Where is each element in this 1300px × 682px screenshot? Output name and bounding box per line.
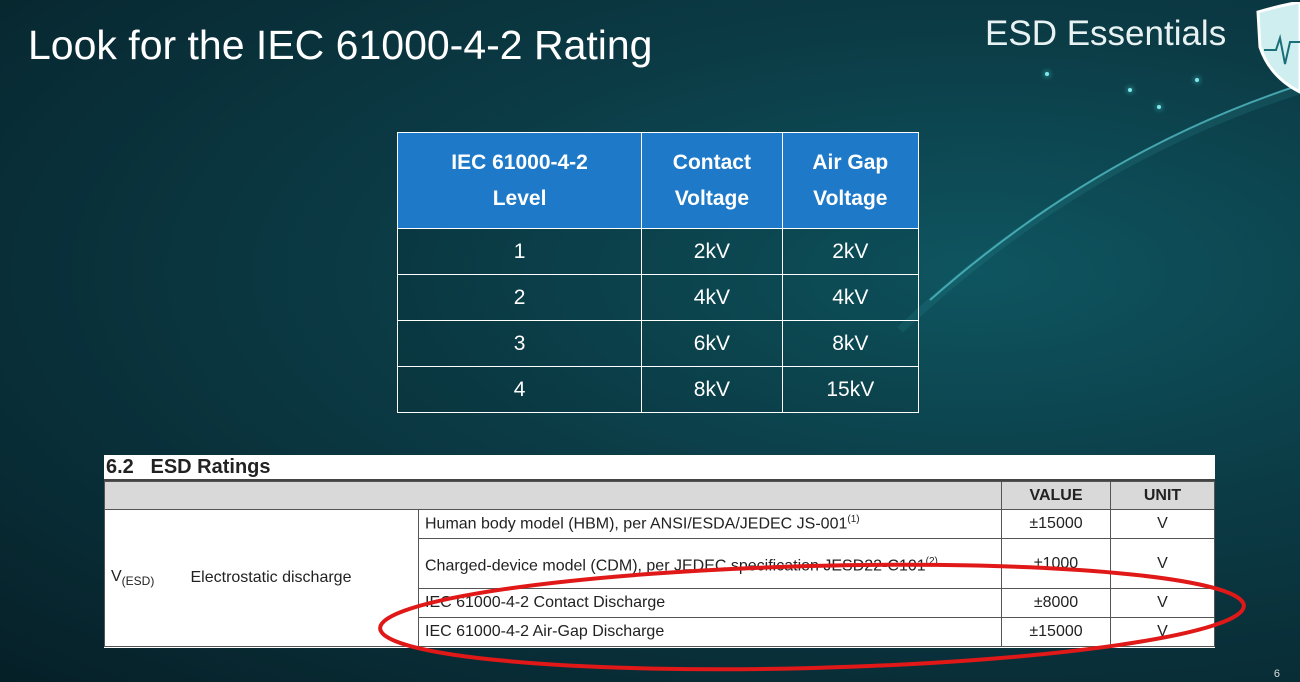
level-cell: 1 — [396, 228, 643, 275]
header-unit: UNIT — [1110, 481, 1215, 510]
header-level: IEC 61000-4-2 Level — [396, 132, 643, 229]
esd-ratings-table: VALUE UNIT V(ESD) Electrostatic discharge… — [104, 481, 1215, 647]
symbol-cell: V(ESD) — [104, 509, 185, 647]
table-row: 3 6kV 8kV — [396, 320, 920, 367]
contact-cell: 4kV — [641, 274, 783, 321]
unit-cell: V — [1110, 588, 1215, 618]
table-row: 1 2kV 2kV — [396, 228, 920, 275]
iec-level-table: IEC 61000-4-2 Level Contact Voltage Air Ga… — [396, 132, 920, 413]
level-cell: 3 — [396, 320, 643, 367]
unit-cell: V — [1110, 617, 1215, 647]
air-gap-cell: 4kV — [781, 274, 920, 321]
shield-pulse-logo-icon — [1256, 2, 1300, 94]
sparkle — [1195, 78, 1199, 82]
value-cell: ±15000 — [1001, 617, 1111, 647]
header-value: VALUE — [1001, 481, 1111, 510]
brand-name: ESD Essentials — [985, 14, 1227, 53]
table-row: 2 4kV 4kV — [396, 274, 920, 321]
condition-cell: Human body model (HBM), per ANSI/ESDA/JE… — [418, 509, 1002, 539]
slide-title: Look for the IEC 61000-4-2 Rating — [28, 22, 653, 68]
header-contact-voltage: Contact Voltage — [641, 132, 783, 229]
parameter-cell: Electrostatic discharge — [184, 509, 419, 647]
level-cell: 4 — [396, 366, 643, 413]
section-heading: 6.2 ESD Ratings — [104, 455, 1215, 481]
page-number: 6 — [1273, 668, 1280, 680]
level-cell: 2 — [396, 274, 643, 321]
esd-ratings-excerpt: 6.2 ESD Ratings VALUE UNIT V(ESD) Electro… — [104, 455, 1215, 648]
condition-cell: Charged-device model (CDM), per JEDEC sp… — [418, 538, 1002, 589]
sparkle — [1045, 72, 1049, 76]
air-gap-cell: 2kV — [781, 228, 920, 275]
table-row: 4 8kV 15kV — [396, 366, 920, 413]
header-air-gap-voltage: Air Gap Voltage — [781, 132, 920, 229]
table-row: V(ESD) Electrostatic discharge Human bod… — [104, 509, 1215, 647]
contact-cell: 2kV — [641, 228, 783, 275]
contact-cell: 8kV — [641, 366, 783, 413]
unit-cell: V — [1110, 538, 1215, 589]
contact-cell: 6kV — [641, 320, 783, 367]
value-cell: ±1000 — [1001, 538, 1111, 589]
condition-cell: IEC 61000-4-2 Contact Discharge — [418, 588, 1002, 618]
air-gap-cell: 15kV — [781, 366, 920, 413]
value-cell: ±8000 — [1001, 588, 1111, 618]
unit-cell: V — [1110, 509, 1215, 539]
sparkle — [1128, 88, 1132, 92]
value-cell: ±15000 — [1001, 509, 1111, 539]
condition-cell: IEC 61000-4-2 Air-Gap Discharge — [418, 617, 1002, 647]
sparkle — [1157, 105, 1161, 109]
air-gap-cell: 8kV — [781, 320, 920, 367]
